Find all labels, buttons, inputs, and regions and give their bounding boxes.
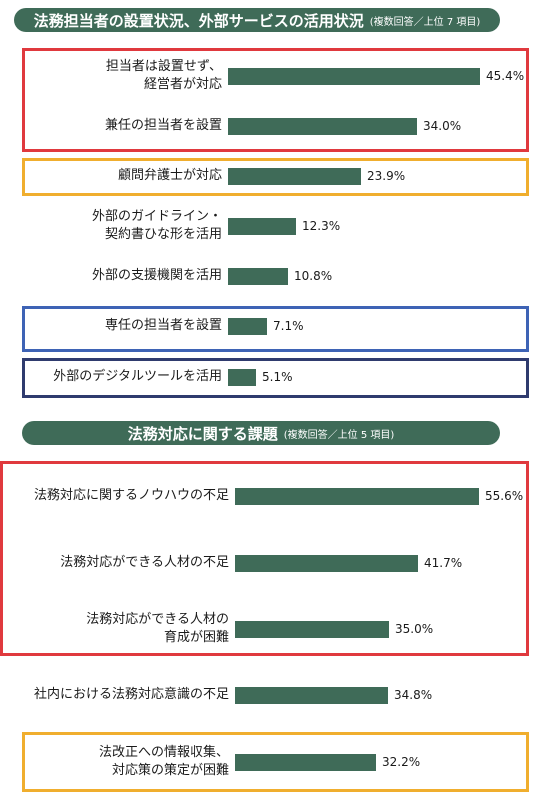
bar-value-label: 23.9% [367,169,406,183]
bar [235,555,418,572]
bar-value-label: 45.4% [486,69,525,83]
bar [228,68,480,85]
bar [235,621,389,638]
bar-label: 法務対応ができる人材の 育成が困難 [86,612,229,645]
section-title: 法務対応に関する課題 (複数回答／上位 5 項目) [22,421,500,445]
bar-value-label: 12.3% [302,219,341,233]
bar-value-label: 34.8% [394,688,433,702]
bar-label: 顧問弁護士が対応 [117,168,222,183]
bar-value-label: 10.8% [294,269,333,283]
highlight-frame [0,461,529,656]
bar-label: 専任の担当者を設置 [104,318,222,333]
bar-value-label: 34.0% [423,119,462,133]
highlight-frame [22,158,529,196]
section-title: 法務担当者の設置状況、外部サービスの活用状況 (複数回答／上位 7 項目) [14,8,500,32]
bar-value-label: 35.0% [395,622,434,636]
bar-label: 兼任の担当者を設置 [104,118,222,133]
bar-label: 法改正への情報収集、 対応策の策定が困難 [98,745,229,778]
bar-value-label: 55.6% [485,489,524,503]
highlight-frame [22,48,529,152]
bar-value-label: 41.7% [424,556,463,570]
bar [228,268,288,285]
highlight-frame [22,306,529,352]
bar [228,318,267,335]
bar [228,118,417,135]
bar [228,168,361,185]
bar [235,687,388,704]
bar [228,369,256,386]
section-title-text: 法務担当者の設置状況、外部サービスの活用状況 [33,11,364,30]
bar-value-label: 32.2% [382,755,421,769]
highlight-frame [22,732,529,792]
bar [235,754,376,771]
bar [228,218,296,235]
bar-label: 外部のデジタルツールを活用 [53,369,222,384]
bar-label: 担当者は設置せず、 経営者が対応 [105,59,222,92]
section-title-note: (複数回答／上位 7 項目) [369,16,481,28]
highlight-frame [22,358,529,398]
section-title-note: (複数回答／上位 5 項目) [283,429,395,441]
bar-label: 外部の支援機関を活用 [91,268,222,283]
bar-label: 法務対応ができる人材の不足 [60,555,229,570]
bar-value-label: 7.1% [273,319,304,333]
bar-value-label: 5.1% [262,370,293,384]
bar-label: 法務対応に関するノウハウの不足 [33,488,229,503]
section-title-text: 法務対応に関する課題 [127,424,278,443]
bar-label: 社内における法務対応意識の不足 [33,687,229,702]
bar-label: 外部のガイドライン・ 契約書ひな形を活用 [91,209,222,242]
bar [235,488,479,505]
